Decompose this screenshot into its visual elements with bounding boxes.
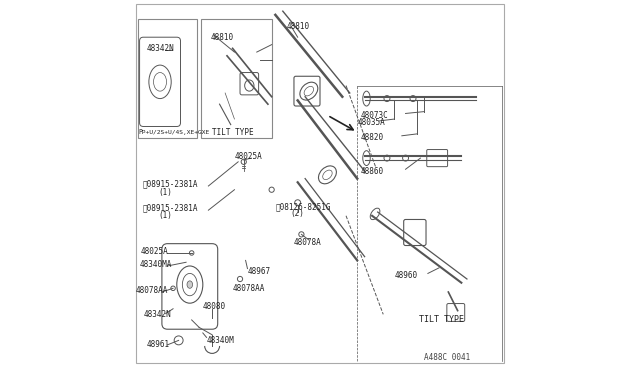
- Text: 48078A: 48078A: [294, 238, 322, 247]
- Text: TILT TYPE: TILT TYPE: [212, 128, 253, 137]
- Text: 48035A: 48035A: [357, 118, 385, 126]
- Text: 48080: 48080: [203, 302, 226, 311]
- Text: 48073C: 48073C: [361, 111, 388, 120]
- Text: 48860: 48860: [361, 167, 384, 176]
- Text: 48078AA: 48078AA: [136, 286, 168, 295]
- Text: 48967: 48967: [248, 267, 271, 276]
- Text: 48078AA: 48078AA: [232, 284, 265, 293]
- Text: 48961: 48961: [147, 340, 170, 349]
- Text: Ⓧ08915-2381A: Ⓧ08915-2381A: [142, 204, 198, 213]
- Text: Ⓥ08126-8251G: Ⓥ08126-8251G: [275, 202, 331, 211]
- Bar: [138, 19, 197, 138]
- Text: (1): (1): [158, 188, 172, 197]
- Text: 48960: 48960: [394, 271, 417, 280]
- Text: 48810: 48810: [211, 33, 234, 42]
- Bar: [201, 19, 271, 138]
- Text: 48025A: 48025A: [141, 247, 168, 256]
- Text: 48342N: 48342N: [147, 44, 175, 53]
- Ellipse shape: [187, 281, 193, 288]
- Text: 48810: 48810: [287, 22, 310, 31]
- Text: ΡP+U/2S+U/4S,XE+GXE: ΡP+U/2S+U/4S,XE+GXE: [138, 129, 210, 135]
- Text: 48340M: 48340M: [207, 336, 234, 344]
- Text: Ⓧ08915-2381A: Ⓧ08915-2381A: [142, 180, 198, 189]
- Text: (1): (1): [158, 211, 172, 220]
- Text: 48340MA: 48340MA: [140, 260, 172, 269]
- Text: 48820: 48820: [361, 133, 384, 142]
- Text: A488C 0041: A488C 0041: [424, 353, 470, 362]
- Text: (2): (2): [291, 209, 304, 218]
- Text: TILT TYPE: TILT TYPE: [419, 315, 463, 324]
- Text: 48025A: 48025A: [234, 152, 262, 161]
- Text: 48342N: 48342N: [143, 310, 171, 319]
